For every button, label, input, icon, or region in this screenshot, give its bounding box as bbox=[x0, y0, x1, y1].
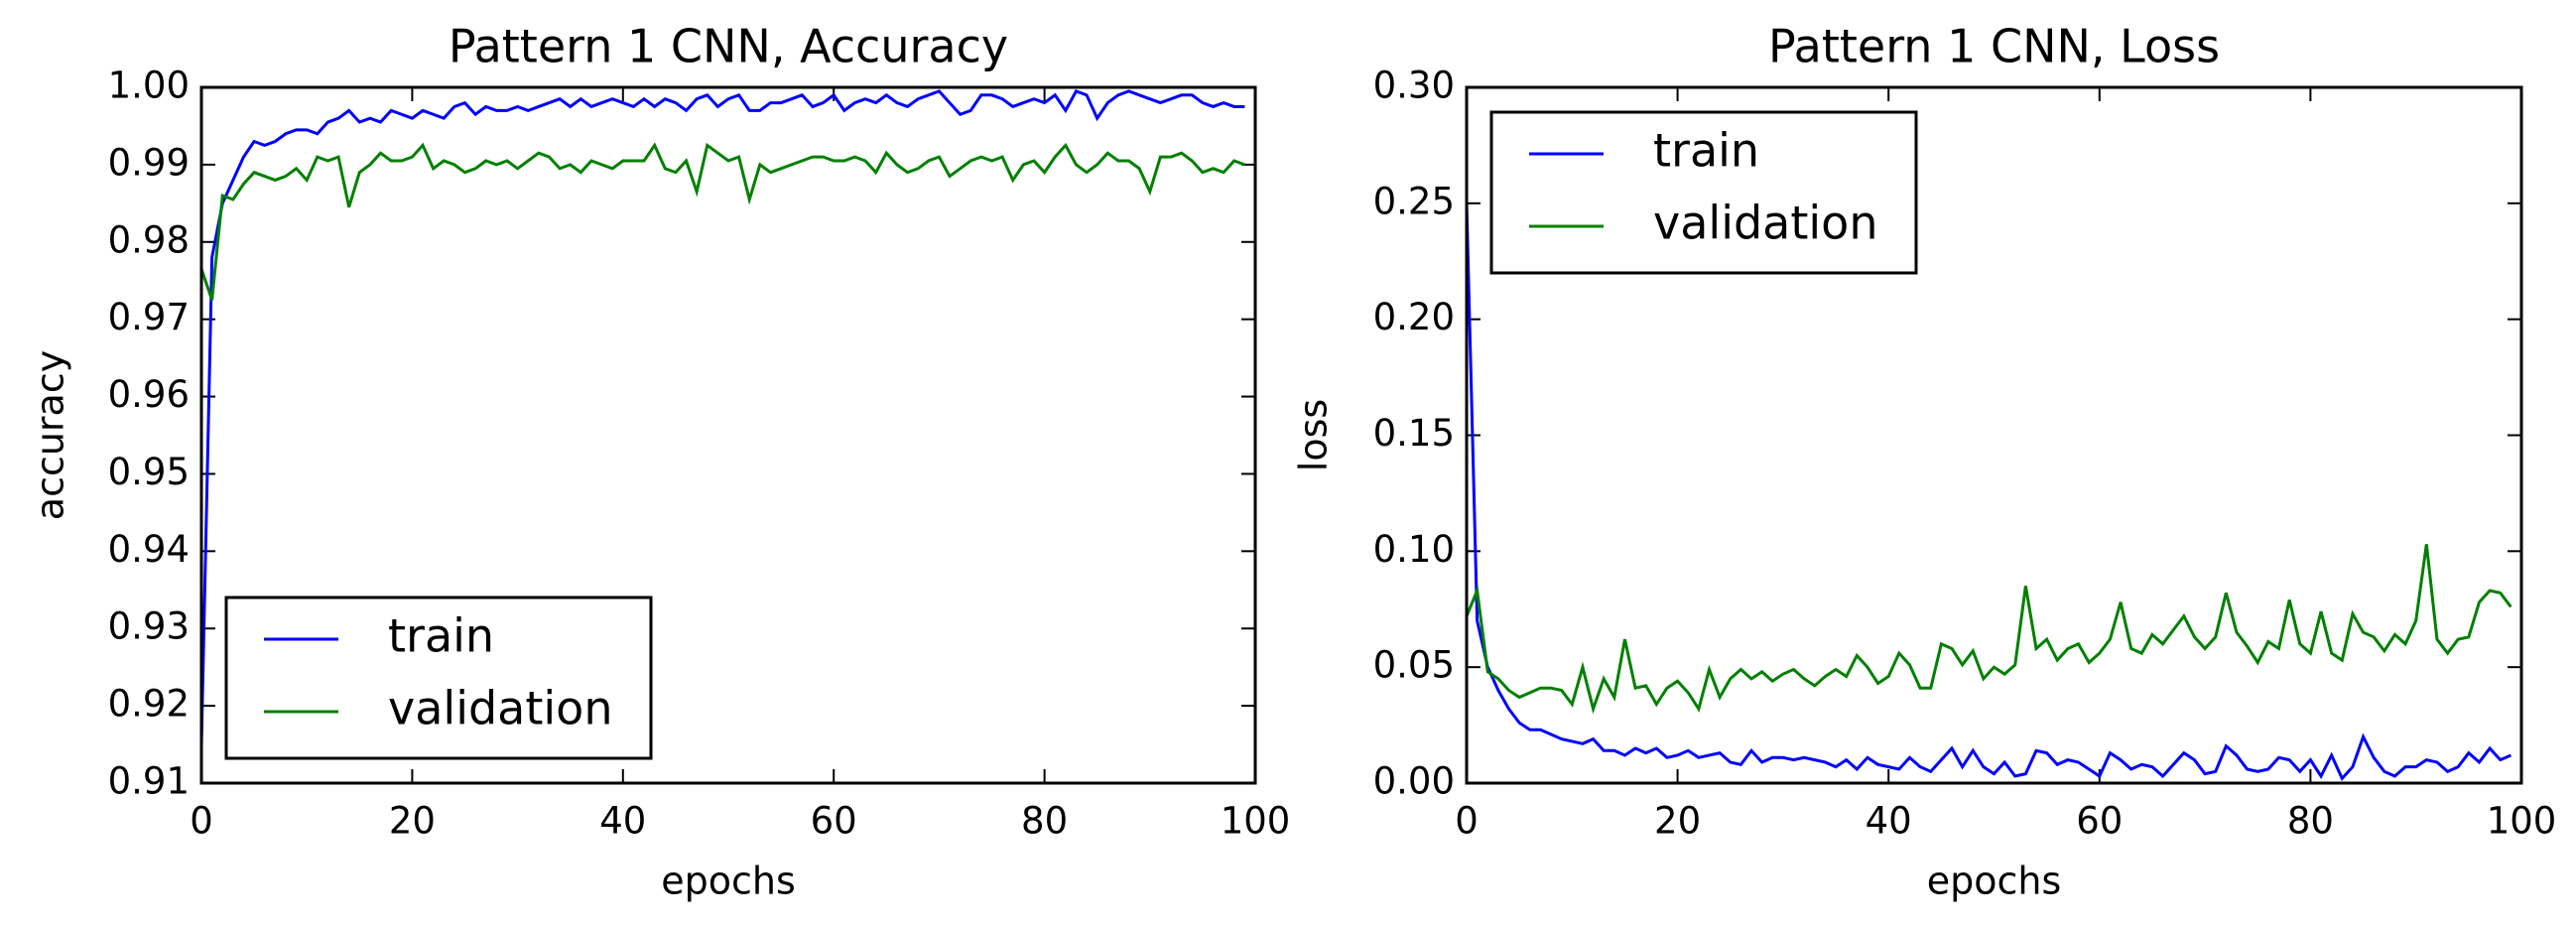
axes-frame bbox=[1465, 85, 2523, 785]
y-axis-label: loss bbox=[1292, 399, 1336, 471]
y-tick-label: 0.94 bbox=[108, 528, 190, 571]
x-tick-label: 80 bbox=[2287, 800, 2334, 843]
legend-label: train bbox=[1653, 124, 1759, 178]
line-series bbox=[1467, 544, 2512, 715]
x-tick-label: 100 bbox=[2487, 800, 2557, 843]
y-axis-label: accuracy bbox=[29, 350, 72, 520]
x-tick-label: 60 bbox=[2076, 800, 2123, 843]
y-tick-label: 0.97 bbox=[108, 296, 190, 338]
x-tick-label: 80 bbox=[1021, 800, 1068, 843]
x-axis-label: epochs bbox=[1927, 860, 2062, 903]
legend-label: train bbox=[388, 609, 494, 663]
y-tick-label: 0.00 bbox=[1373, 760, 1455, 803]
y-tick-label: 0.20 bbox=[1373, 296, 1455, 338]
x-tick-label: 20 bbox=[389, 800, 436, 843]
y-tick-label: 0.96 bbox=[108, 373, 190, 416]
y-tick-label: 1.00 bbox=[108, 65, 190, 107]
x-axis-label: epochs bbox=[661, 860, 796, 903]
y-tick-label: 0.25 bbox=[1373, 180, 1455, 222]
x-tick-label: 100 bbox=[1221, 800, 1291, 843]
y-tick-label: 0.10 bbox=[1373, 528, 1455, 571]
y-tick-label: 0.05 bbox=[1373, 644, 1455, 687]
y-tick-label: 0.30 bbox=[1373, 65, 1455, 107]
line-series bbox=[201, 89, 1245, 745]
x-tick-label: 0 bbox=[1455, 800, 1479, 843]
y-tick-label: 0.99 bbox=[108, 141, 190, 184]
x-tick-label: 60 bbox=[811, 800, 857, 843]
legend-label: validation bbox=[1653, 197, 1877, 250]
y-tick-label: 0.93 bbox=[108, 605, 190, 648]
x-tick-label: 40 bbox=[1866, 800, 1912, 843]
y-tick-label: 0.95 bbox=[108, 451, 190, 493]
chart-title: Pattern 1 CNN, Accuracy bbox=[449, 20, 1008, 73]
plot-area bbox=[201, 89, 1245, 745]
axes-frame bbox=[199, 85, 1257, 785]
x-tick-label: 0 bbox=[190, 800, 213, 843]
x-tick-label: 20 bbox=[1654, 800, 1701, 843]
plot-area bbox=[1467, 202, 2512, 782]
line-series bbox=[1467, 202, 2512, 782]
chart-title: Pattern 1 CNN, Loss bbox=[1768, 20, 2220, 73]
y-tick-label: 0.98 bbox=[108, 218, 190, 261]
legend-box bbox=[1489, 110, 1918, 275]
line-series bbox=[201, 142, 1245, 301]
legend-box bbox=[224, 596, 653, 760]
y-tick-label: 0.15 bbox=[1373, 412, 1455, 455]
x-tick-label: 40 bbox=[599, 800, 646, 843]
y-tick-label: 0.92 bbox=[108, 683, 190, 726]
legend-label: validation bbox=[388, 682, 612, 735]
y-tick-label: 0.91 bbox=[108, 760, 190, 803]
